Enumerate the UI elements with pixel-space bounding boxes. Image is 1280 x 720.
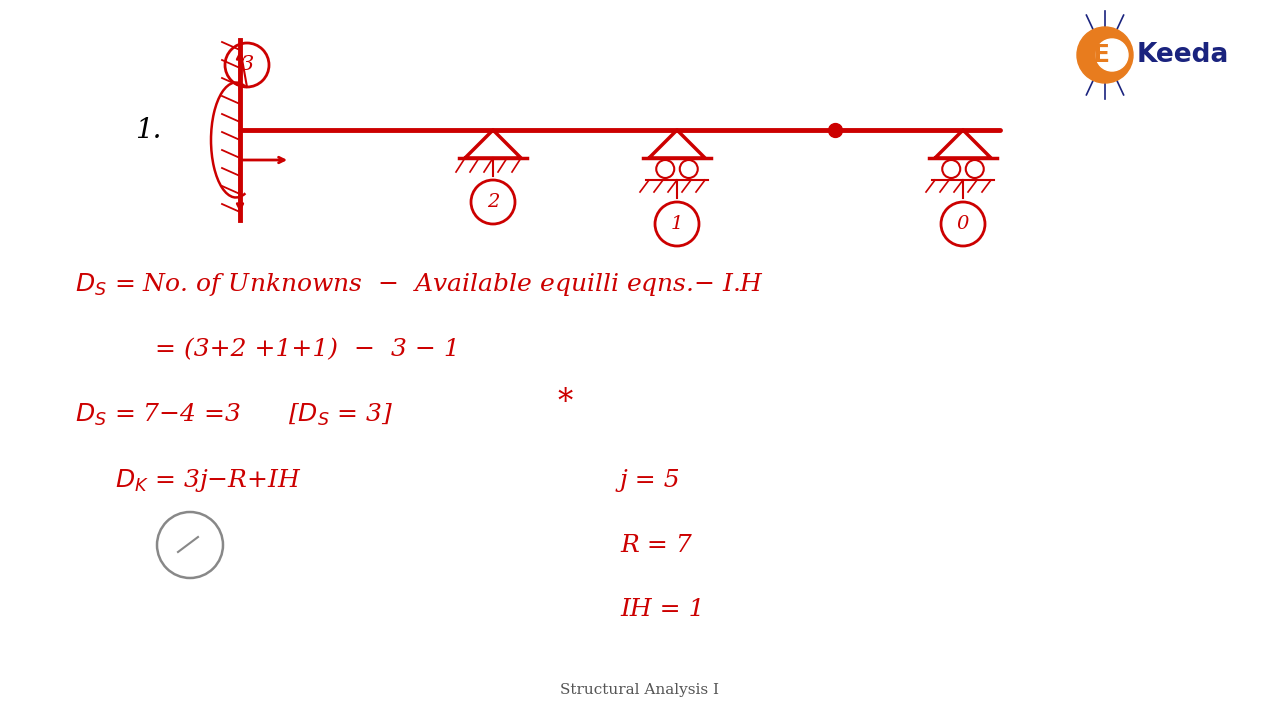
Circle shape: [1096, 39, 1128, 71]
Text: j = 5: j = 5: [620, 469, 681, 492]
Text: 2: 2: [486, 193, 499, 211]
Text: $D_S$ = No. of Unknowns  −  Available equilli eqns.− I.H: $D_S$ = No. of Unknowns − Available equi…: [76, 271, 764, 299]
Text: *: *: [558, 387, 573, 418]
Text: Keeda: Keeda: [1137, 42, 1229, 68]
Text: 1: 1: [671, 215, 684, 233]
Text: 1.: 1.: [134, 117, 161, 143]
Text: 3: 3: [241, 55, 253, 74]
Text: = (3+2 +1+1)  −  3 − 1: = (3+2 +1+1) − 3 − 1: [155, 338, 460, 361]
Circle shape: [1076, 27, 1133, 83]
Text: $D_K$ = 3j−R+IH: $D_K$ = 3j−R+IH: [115, 467, 302, 493]
Text: Structural Analysis I: Structural Analysis I: [561, 683, 719, 697]
Text: IH = 1: IH = 1: [620, 598, 704, 621]
Text: $D_S$ = 7−4 =3      [$D_S$ = 3]: $D_S$ = 7−4 =3 [$D_S$ = 3]: [76, 402, 393, 428]
Text: R = 7: R = 7: [620, 534, 691, 557]
Text: 0: 0: [957, 215, 969, 233]
Text: E: E: [1093, 43, 1110, 67]
